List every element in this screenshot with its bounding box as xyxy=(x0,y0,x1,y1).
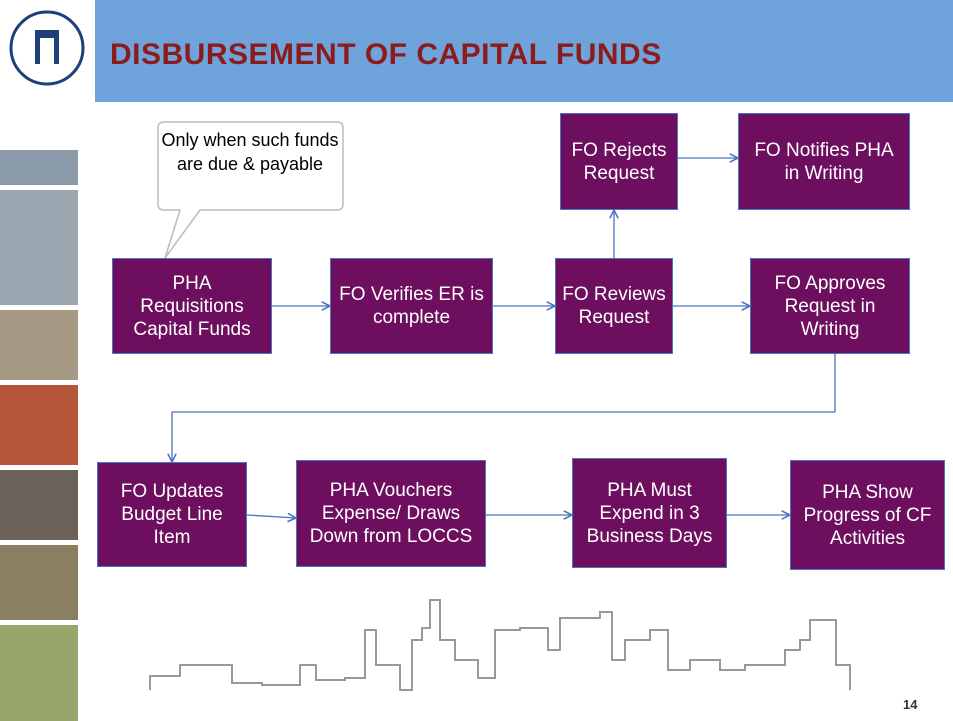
flow-node: FO Rejects Request xyxy=(560,113,678,210)
flow-node: PHA Requisitions Capital Funds xyxy=(112,258,272,354)
callout-text: Only when such funds are due & payable xyxy=(161,130,339,174)
flow-node: PHA Show Progress of CF Activities xyxy=(790,460,945,570)
flow-node: FO Updates Budget Line Item xyxy=(97,462,247,567)
flow-node: FO Verifies ER is complete xyxy=(330,258,493,354)
flow-node: FO Approves Request in Writing xyxy=(750,258,910,354)
page-number: 14 xyxy=(903,697,918,712)
header-band xyxy=(95,0,953,102)
slide-title: DISBURSEMENT OF CAPITAL FUNDS xyxy=(110,38,662,71)
flow-node: PHA Vouchers Expense/ Draws Down from LO… xyxy=(296,460,486,567)
flow-node: FO Reviews Request xyxy=(555,258,673,354)
flow-node: FO Notifies PHA in Writing xyxy=(738,113,910,210)
flow-node: PHA Must Expend in 3 Business Days xyxy=(572,458,727,568)
